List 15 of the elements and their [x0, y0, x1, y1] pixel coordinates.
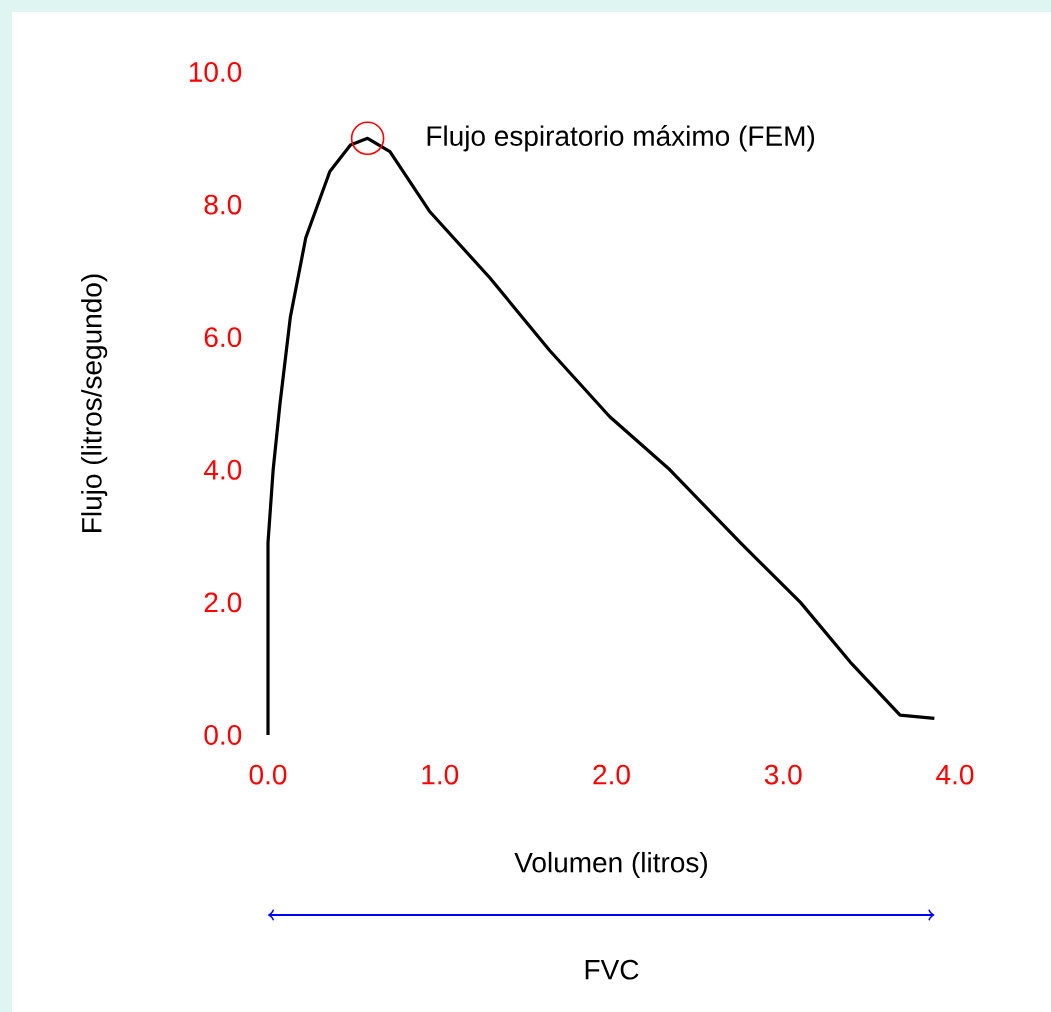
x-tick-label: 4.0 [936, 764, 974, 785]
y-axis-title: Flujo (litros/segundo) [81, 274, 108, 532]
text: FVC [585, 959, 639, 980]
annotation: Flujo espiratorio máximo (FEM) [427, 125, 815, 152]
y-tick-label: 6.0 [204, 327, 242, 348]
y-tick-label: 10.0 [189, 62, 242, 82]
y-tick-label: 2.0 [204, 592, 242, 613]
x-tick-label: 0.0 [249, 764, 287, 785]
y-tick-label: 0.0 [204, 725, 242, 745]
x-axis-title: Volumen (litros) [514, 851, 707, 878]
x-tick-label: 1.0 [422, 764, 459, 785]
y-tick-label: 8.0 [204, 194, 242, 215]
y-tick-label: 4.0 [203, 459, 242, 480]
x-tick-label: 3.0 [764, 764, 802, 785]
x-tick-label: 2.0 [593, 764, 630, 785]
